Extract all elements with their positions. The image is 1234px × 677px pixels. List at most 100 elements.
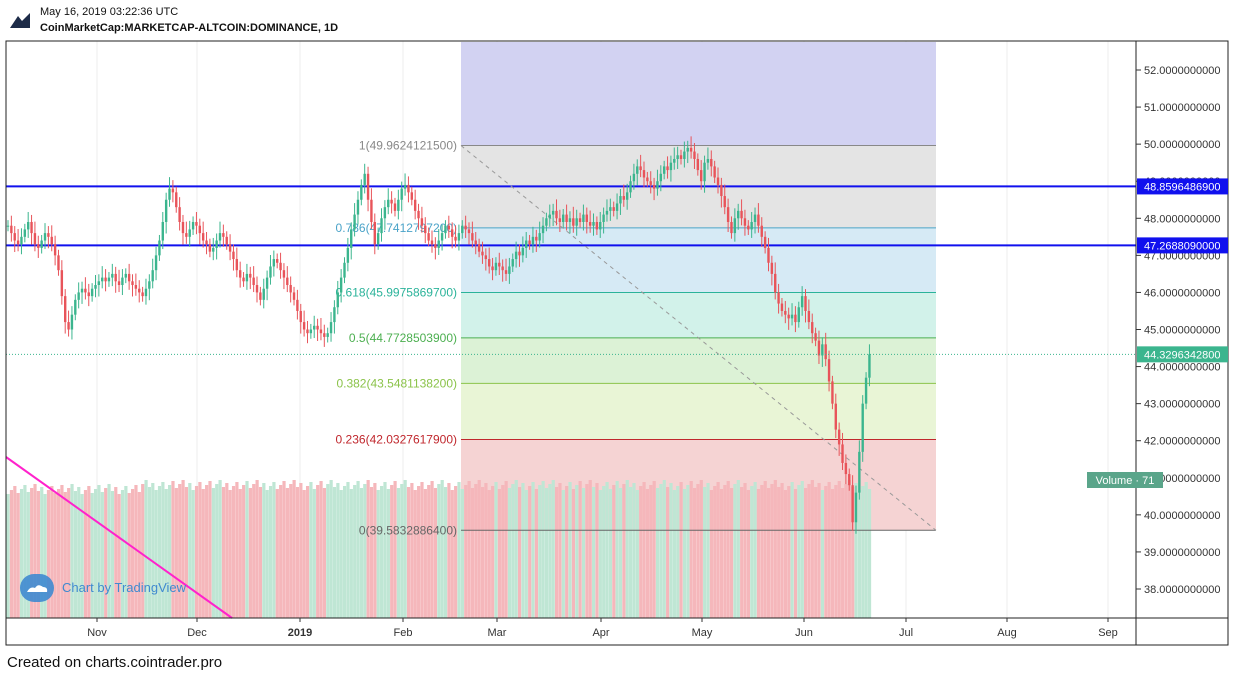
candle-body[interactable] (161, 221, 164, 241)
candle-body[interactable] (619, 196, 622, 204)
candle-body[interactable] (797, 307, 800, 323)
candle-body[interactable] (53, 244, 57, 256)
candle-body[interactable] (20, 236, 23, 245)
candle-body[interactable] (205, 240, 208, 245)
candle-body[interactable] (57, 255, 60, 271)
candle-body[interactable] (259, 292, 262, 300)
candle-body[interactable] (578, 218, 582, 222)
candle-body[interactable] (864, 377, 868, 404)
candle-body[interactable] (212, 247, 215, 252)
candle-body[interactable] (127, 273, 131, 282)
candle-body[interactable] (629, 181, 632, 193)
candle-body[interactable] (245, 273, 249, 282)
candle-body[interactable] (316, 325, 319, 330)
candle-body[interactable] (90, 288, 94, 297)
candle-body[interactable] (225, 236, 228, 245)
candle-body[interactable] (282, 270, 286, 278)
candle-body[interactable] (504, 270, 508, 274)
candle-body[interactable] (148, 281, 151, 289)
candle-body[interactable] (737, 210, 740, 219)
candle-body[interactable] (673, 158, 676, 163)
candle-body[interactable] (457, 233, 461, 241)
candle-body[interactable] (834, 403, 837, 430)
candle-body[interactable] (272, 259, 276, 267)
candle-body[interactable] (454, 236, 457, 241)
candle-body[interactable] (97, 281, 101, 286)
candle-body[interactable] (622, 196, 625, 200)
candle-body[interactable] (366, 173, 370, 200)
candle-body[interactable] (424, 225, 427, 234)
candle-body[interactable] (427, 233, 430, 241)
candle-body[interactable] (175, 192, 178, 208)
candle-body[interactable] (831, 381, 834, 404)
candle-body[interactable] (363, 173, 366, 185)
candle-body[interactable] (612, 207, 615, 211)
candle-body[interactable] (535, 236, 538, 241)
candle-body[interactable] (10, 225, 13, 234)
candle-body[interactable] (511, 259, 514, 267)
candle-body[interactable] (652, 184, 656, 189)
candle-body[interactable] (575, 218, 578, 226)
candle-body[interactable] (47, 233, 50, 237)
candle-body[interactable] (780, 303, 784, 311)
candle-body[interactable] (642, 170, 646, 178)
candle-body[interactable] (747, 225, 750, 230)
candle-body[interactable] (551, 210, 555, 215)
pink-trend-line[interactable] (5, 456, 233, 619)
candle-body[interactable] (131, 281, 134, 286)
candle-body[interactable] (387, 199, 390, 208)
candle-body[interactable] (531, 236, 535, 245)
fibonacci-trend-line[interactable] (460, 145, 937, 531)
candle-body[interactable] (50, 236, 53, 245)
candle-body[interactable] (763, 236, 767, 248)
candle-body[interactable] (276, 259, 279, 263)
candle-body[interactable] (814, 333, 817, 341)
candle-body[interactable] (521, 247, 525, 256)
candle-body[interactable] (430, 240, 434, 245)
candle-body[interactable] (400, 188, 403, 200)
candle-body[interactable] (350, 229, 353, 248)
candle-body[interactable] (70, 314, 74, 330)
candle-body[interactable] (313, 325, 316, 330)
candle-body[interactable] (201, 233, 205, 241)
candle-body[interactable] (138, 288, 141, 293)
candle-body[interactable] (238, 270, 242, 278)
candle-body[interactable] (770, 262, 774, 274)
candle-body[interactable] (625, 192, 629, 200)
candle-body[interactable] (6, 225, 10, 227)
candle-body[interactable] (380, 218, 383, 234)
candle-body[interactable] (794, 314, 797, 323)
candle-body[interactable] (356, 199, 360, 215)
candle-body[interactable] (191, 221, 195, 230)
candle-body[interactable] (716, 177, 720, 185)
candle-body[interactable] (804, 296, 807, 311)
candle-body[interactable] (80, 288, 84, 293)
candle-body[interactable] (64, 296, 67, 323)
candle-body[interactable] (669, 162, 673, 171)
candle-body[interactable] (117, 281, 121, 286)
candlesticks[interactable] (6, 136, 871, 534)
candle-body[interactable] (84, 288, 87, 293)
candle-body[interactable] (851, 485, 854, 523)
candle-body[interactable] (232, 251, 235, 260)
candle-body[interactable] (861, 403, 864, 452)
candle-body[interactable] (434, 244, 437, 248)
time-axis[interactable]: Nov Dec 2019 Feb Mar Apr May Jun Jul Aug Sep (87, 618, 1118, 639)
candle-body[interactable] (296, 299, 299, 311)
candle-body[interactable] (265, 277, 269, 289)
candle-body[interactable] (555, 210, 558, 219)
candle-body[interactable] (696, 158, 700, 171)
candle-body[interactable] (222, 233, 225, 237)
candle-body[interactable] (757, 214, 760, 226)
candle-body[interactable] (410, 192, 413, 200)
candle-body[interactable] (178, 207, 181, 222)
candle-body[interactable] (615, 203, 619, 211)
candle-body[interactable] (525, 240, 528, 248)
candle-body[interactable] (854, 492, 858, 523)
candle-body[interactable] (417, 210, 420, 219)
candle-body[interactable] (43, 233, 47, 241)
candle-body[interactable] (30, 221, 33, 234)
fibonacci-levels[interactable]: 1(49.9624121500) 0.786(47.7412797200) 0.61… (336, 139, 936, 538)
candle-body[interactable] (370, 199, 373, 222)
candle-body[interactable] (40, 240, 43, 248)
